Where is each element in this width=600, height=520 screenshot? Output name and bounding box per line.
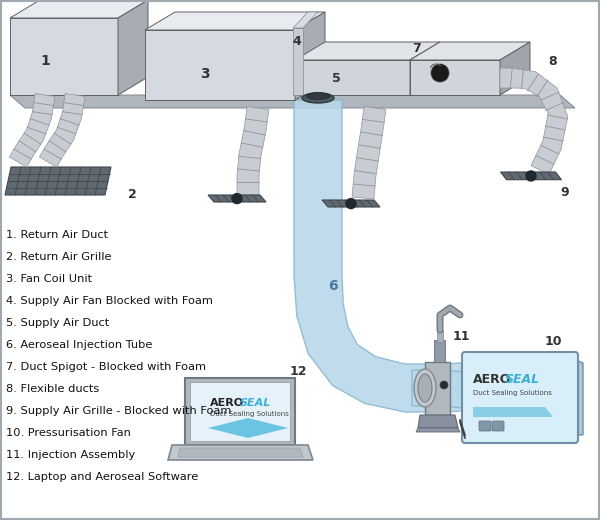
Circle shape — [526, 171, 536, 181]
Circle shape — [440, 381, 448, 389]
Polygon shape — [352, 107, 386, 199]
Text: 7: 7 — [412, 42, 421, 55]
Text: Duct Sealing Solutions: Duct Sealing Solutions — [210, 411, 289, 417]
Polygon shape — [5, 167, 111, 195]
Text: 9: 9 — [560, 186, 569, 199]
Polygon shape — [410, 42, 440, 95]
Polygon shape — [293, 28, 303, 95]
Polygon shape — [500, 172, 562, 180]
Text: 4: 4 — [292, 35, 301, 48]
Polygon shape — [185, 378, 295, 445]
Polygon shape — [10, 0, 148, 18]
Polygon shape — [237, 107, 269, 195]
Ellipse shape — [306, 93, 330, 99]
Polygon shape — [425, 362, 450, 415]
Polygon shape — [575, 360, 583, 435]
Ellipse shape — [414, 369, 436, 407]
Polygon shape — [145, 30, 295, 100]
Text: 1. Return Air Duct: 1. Return Air Duct — [6, 230, 108, 240]
FancyBboxPatch shape — [492, 421, 504, 431]
Polygon shape — [294, 100, 491, 412]
Polygon shape — [10, 94, 55, 167]
Polygon shape — [416, 428, 460, 432]
Circle shape — [431, 64, 449, 82]
Polygon shape — [178, 448, 303, 457]
Polygon shape — [434, 340, 445, 362]
FancyBboxPatch shape — [479, 421, 491, 431]
Text: Duct Sealing Solutions: Duct Sealing Solutions — [473, 390, 552, 396]
Circle shape — [232, 193, 242, 204]
Polygon shape — [118, 0, 148, 95]
Text: AERO: AERO — [473, 373, 511, 386]
Text: 7. Duct Spigot - Blocked with Foam: 7. Duct Spigot - Blocked with Foam — [6, 362, 206, 372]
Polygon shape — [10, 95, 575, 108]
Text: 10: 10 — [545, 335, 563, 348]
Polygon shape — [410, 60, 500, 95]
Circle shape — [346, 199, 356, 209]
Text: SEAL: SEAL — [505, 373, 540, 386]
Text: 3: 3 — [200, 67, 209, 81]
Polygon shape — [208, 418, 288, 438]
Text: 5. Supply Air Duct: 5. Supply Air Duct — [6, 318, 109, 328]
Polygon shape — [295, 60, 410, 95]
Text: 6. Aeroseal Injection Tube: 6. Aeroseal Injection Tube — [6, 340, 152, 350]
Text: 1: 1 — [40, 54, 50, 68]
Text: 2: 2 — [128, 188, 137, 201]
Text: 8. Flexible ducts: 8. Flexible ducts — [6, 384, 99, 394]
Polygon shape — [500, 68, 568, 174]
Polygon shape — [437, 330, 443, 342]
Polygon shape — [168, 445, 313, 460]
Text: 5: 5 — [332, 72, 341, 85]
Text: 12: 12 — [290, 365, 308, 378]
Text: 4. Supply Air Fan Blocked with Foam: 4. Supply Air Fan Blocked with Foam — [6, 296, 213, 306]
Ellipse shape — [418, 374, 432, 402]
Text: SEAL: SEAL — [240, 398, 271, 408]
Text: 12. Laptop and Aeroseal Software: 12. Laptop and Aeroseal Software — [6, 472, 198, 482]
Text: 3. Fan Coil Unit: 3. Fan Coil Unit — [6, 274, 92, 284]
Polygon shape — [473, 407, 553, 417]
Polygon shape — [10, 18, 118, 95]
Polygon shape — [412, 370, 466, 408]
Polygon shape — [410, 42, 530, 60]
Text: 11. Injection Assembly: 11. Injection Assembly — [6, 450, 135, 460]
Text: 11: 11 — [453, 330, 470, 343]
Polygon shape — [295, 42, 440, 60]
Text: 9. Supply Air Grille - Blocked with Foam: 9. Supply Air Grille - Blocked with Foam — [6, 406, 232, 416]
Polygon shape — [418, 415, 458, 428]
Polygon shape — [295, 12, 325, 100]
Polygon shape — [208, 195, 266, 202]
Polygon shape — [145, 12, 325, 30]
Polygon shape — [40, 94, 85, 167]
Polygon shape — [293, 12, 318, 28]
Text: 8: 8 — [548, 55, 557, 68]
Text: 6: 6 — [328, 279, 338, 293]
Text: 2. Return Air Grille: 2. Return Air Grille — [6, 252, 112, 262]
Polygon shape — [500, 42, 530, 95]
Polygon shape — [190, 382, 290, 441]
Ellipse shape — [302, 93, 334, 103]
Text: AERO: AERO — [210, 398, 244, 408]
FancyBboxPatch shape — [462, 352, 578, 443]
Text: 10. Pressurisation Fan: 10. Pressurisation Fan — [6, 428, 131, 438]
Polygon shape — [322, 200, 380, 207]
